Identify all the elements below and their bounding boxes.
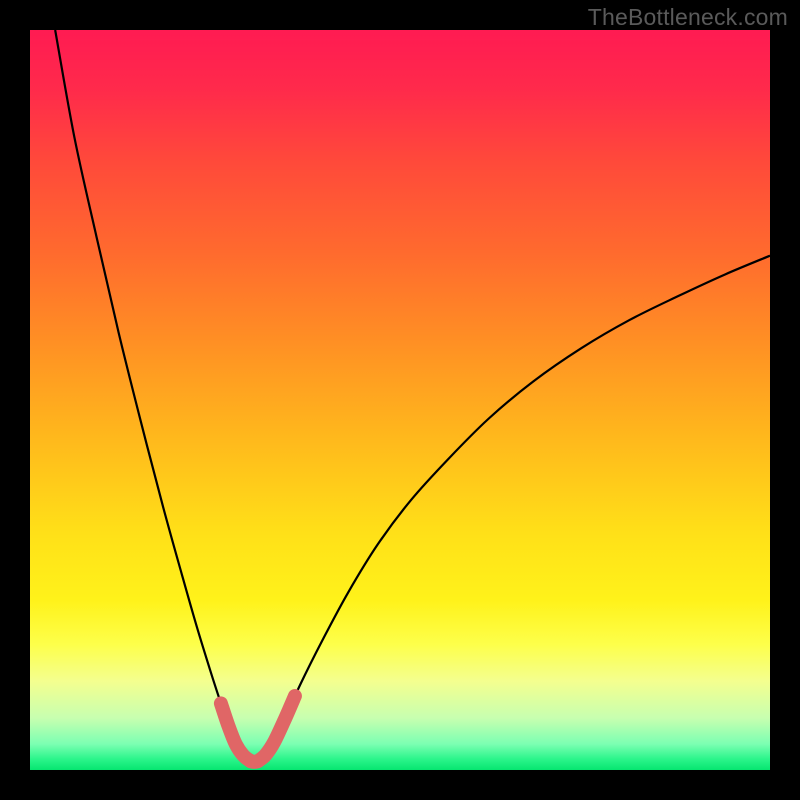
watermark-text: TheBottleneck.com (588, 4, 788, 31)
chart-frame: TheBottleneck.com (0, 0, 800, 800)
plot-background-gradient (30, 30, 770, 770)
bottleneck-chart-svg (0, 0, 800, 800)
